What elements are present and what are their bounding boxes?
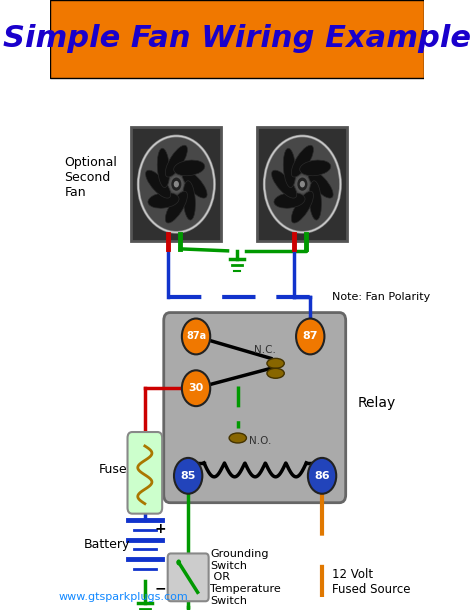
Text: N.C.: N.C.	[254, 345, 275, 356]
Text: −: −	[155, 581, 166, 595]
Text: www.gtsparkplugs.com: www.gtsparkplugs.com	[58, 592, 188, 602]
Circle shape	[182, 319, 210, 354]
Text: Fuse: Fuse	[99, 463, 128, 476]
FancyBboxPatch shape	[50, 0, 424, 78]
Text: N.O.: N.O.	[249, 436, 271, 446]
Circle shape	[264, 136, 340, 232]
Text: Battery: Battery	[83, 538, 130, 551]
Text: 30: 30	[189, 383, 204, 393]
Text: 87a: 87a	[186, 332, 206, 341]
Circle shape	[182, 370, 210, 406]
Circle shape	[300, 181, 305, 188]
Text: +: +	[155, 522, 166, 536]
Circle shape	[296, 177, 309, 192]
Ellipse shape	[267, 359, 284, 368]
Circle shape	[174, 181, 179, 188]
Ellipse shape	[165, 191, 187, 223]
Ellipse shape	[292, 145, 313, 177]
Ellipse shape	[146, 170, 171, 198]
FancyBboxPatch shape	[168, 554, 209, 601]
Text: Optional
Second
Fan: Optional Second Fan	[64, 156, 118, 199]
Ellipse shape	[274, 192, 305, 208]
Circle shape	[308, 458, 336, 493]
Text: 12 Volt
Fused Source: 12 Volt Fused Source	[331, 568, 410, 596]
FancyBboxPatch shape	[131, 128, 221, 241]
Ellipse shape	[157, 148, 170, 188]
Ellipse shape	[292, 191, 313, 223]
Text: Relay: Relay	[357, 396, 396, 410]
Ellipse shape	[183, 181, 195, 220]
Circle shape	[176, 560, 181, 565]
Circle shape	[138, 136, 214, 232]
Ellipse shape	[182, 170, 207, 198]
Text: Grounding
Switch
 OR
Temperature
Switch: Grounding Switch OR Temperature Switch	[210, 549, 281, 606]
Ellipse shape	[173, 160, 205, 176]
Ellipse shape	[272, 170, 297, 198]
Ellipse shape	[308, 170, 333, 198]
FancyBboxPatch shape	[128, 432, 162, 514]
Ellipse shape	[267, 368, 284, 378]
Ellipse shape	[309, 181, 321, 220]
Ellipse shape	[148, 192, 179, 208]
Ellipse shape	[165, 145, 187, 177]
Ellipse shape	[300, 160, 331, 176]
Ellipse shape	[229, 433, 246, 443]
Circle shape	[174, 458, 202, 493]
Circle shape	[170, 177, 182, 192]
Text: 87: 87	[302, 332, 318, 341]
FancyBboxPatch shape	[164, 313, 346, 503]
Circle shape	[296, 319, 324, 354]
Text: 85: 85	[181, 471, 196, 481]
Text: Simple Fan Wiring Example: Simple Fan Wiring Example	[3, 25, 471, 53]
Text: Note: Fan Polarity: Note: Fan Polarity	[331, 292, 430, 302]
Ellipse shape	[283, 148, 296, 188]
FancyBboxPatch shape	[257, 128, 347, 241]
Text: 86: 86	[314, 471, 330, 481]
